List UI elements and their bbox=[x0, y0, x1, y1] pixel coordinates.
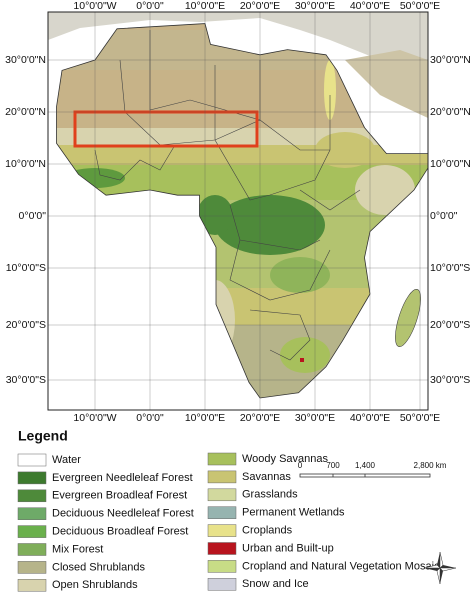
lat-label-right: 0°0'0" bbox=[430, 210, 458, 222]
lon-label-top: 20°0'0"E bbox=[240, 0, 280, 12]
legend-label: Snow and Ice bbox=[242, 578, 309, 590]
lon-label-top: 10°0'0"E bbox=[185, 0, 225, 12]
legend-swatch bbox=[17, 507, 47, 520]
lat-label-left: 10°0'0"N bbox=[5, 158, 46, 170]
legend-swatch bbox=[17, 525, 47, 538]
coordinate-labels: 10°0'0"W 10°0'0"W 0°0'0" 0°0'0" 10°0'0"E 10°0… bbox=[5, 0, 471, 424]
legend-swatch bbox=[207, 452, 237, 466]
lat-label-left: 10°0'0"S bbox=[6, 262, 46, 274]
legend-label: Grasslands bbox=[242, 489, 298, 501]
legend-label: Water bbox=[52, 454, 81, 466]
legend-swatch bbox=[17, 579, 47, 592]
legend-label: Permanent Wetlands bbox=[242, 507, 345, 519]
legend-label: Evergreen Needleleaf Forest bbox=[52, 472, 193, 484]
legend: Water Evergreen Needleleaf Forest Evergree… bbox=[17, 452, 440, 592]
legend-swatch bbox=[207, 524, 237, 537]
legend-swatch bbox=[17, 471, 47, 485]
lat-label-right: 10°0'0"N bbox=[430, 158, 471, 170]
legend-label: Cropland and Natural Vegetation Mosaic bbox=[242, 560, 440, 572]
north-arrow bbox=[423, 551, 457, 585]
legend-label: Woody Savannas bbox=[242, 453, 329, 465]
arabia bbox=[345, 50, 428, 118]
madagascar bbox=[395, 289, 421, 347]
map-area bbox=[48, 12, 428, 410]
lat-label-left: 30°0'0"N bbox=[5, 54, 46, 66]
legend-swatch bbox=[207, 560, 237, 573]
lon-label-top: 50°0'0"E bbox=[400, 0, 440, 12]
lon-label-top: 30°0'0"E bbox=[295, 0, 335, 12]
lon-label-bottom: 20°0'0"E bbox=[240, 412, 280, 424]
legend-swatch bbox=[207, 470, 237, 484]
legend-swatch bbox=[207, 488, 237, 502]
lon-label-top: 0°0'0" bbox=[136, 0, 164, 12]
lat-label-left: 20°0'0"N bbox=[5, 106, 46, 118]
legend-swatch bbox=[17, 489, 47, 503]
lat-label-right: 20°0'0"N bbox=[430, 106, 471, 118]
lat-label-left: 30°0'0"S bbox=[6, 374, 46, 386]
lat-label-right: 10°0'0"S bbox=[430, 262, 470, 274]
legend-swatch bbox=[207, 578, 237, 591]
lon-label-top: 40°0'0"E bbox=[350, 0, 390, 12]
legend-swatch bbox=[17, 561, 47, 574]
scale-label: 1,400 bbox=[355, 461, 376, 470]
legend-label: Urban and Built-up bbox=[242, 542, 334, 554]
legend-label: Deciduous Broadleaf Forest bbox=[52, 526, 188, 538]
lon-label-bottom: 0°0'0" bbox=[136, 412, 164, 424]
lat-label-left: 20°0'0"S bbox=[6, 319, 46, 331]
scale-label: 700 bbox=[326, 461, 340, 470]
lat-label-left: 0°0'0" bbox=[19, 210, 47, 222]
lon-label-bottom: 30°0'0"E bbox=[295, 412, 335, 424]
legend-label: Croplands bbox=[242, 525, 293, 537]
graticule bbox=[48, 12, 428, 410]
lat-label-right: 30°0'0"N bbox=[430, 54, 471, 66]
lon-label-bottom: 40°0'0"E bbox=[350, 412, 390, 424]
legend-label: Mix Forest bbox=[52, 543, 103, 555]
legend-swatch bbox=[207, 506, 237, 519]
scale-label: 0 bbox=[298, 461, 303, 470]
lat-label-right: 20°0'0"S bbox=[430, 319, 470, 331]
legend-label: Closed Shrublands bbox=[52, 561, 145, 573]
legend-title: Legend bbox=[18, 428, 68, 444]
scale-label: 2,800 km bbox=[414, 461, 447, 470]
legend-swatch bbox=[207, 542, 237, 555]
legend-swatch bbox=[17, 543, 47, 556]
lat-label-right: 30°0'0"S bbox=[430, 374, 470, 386]
lon-label-top: 10°0'0"W bbox=[73, 0, 116, 12]
legend-label: Evergreen Broadleaf Forest bbox=[52, 490, 187, 502]
map-frame bbox=[47, 11, 429, 411]
northern-land bbox=[48, 12, 428, 85]
lon-label-bottom: 10°0'0"E bbox=[185, 412, 225, 424]
scale-bar: 0 700 1,400 2,800 km bbox=[298, 461, 447, 478]
legend-label: Open Shrublands bbox=[52, 579, 138, 591]
legend-label: Deciduous Needleleaf Forest bbox=[52, 508, 194, 520]
borders bbox=[94, 30, 361, 361]
coastline bbox=[56, 23, 428, 399]
lon-label-bottom: 50°0'0"E bbox=[400, 412, 440, 424]
lon-label-bottom: 10°0'0"W bbox=[73, 412, 116, 424]
legend-swatch bbox=[17, 453, 47, 467]
legend-label: Savannas bbox=[242, 471, 291, 483]
